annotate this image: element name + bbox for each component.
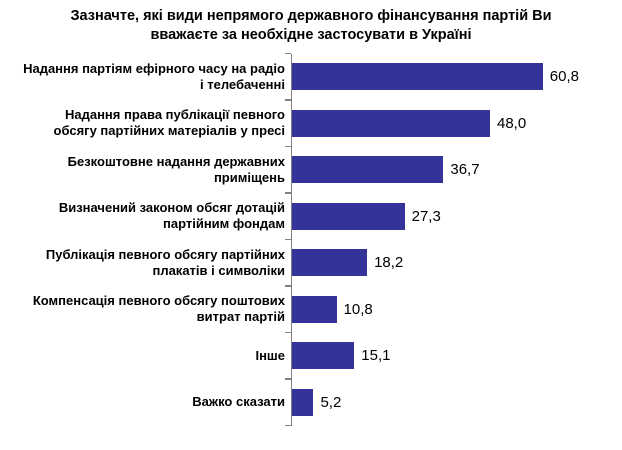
value-label: 36,7 [450,161,480,179]
plot-area: 18,2 [285,238,622,287]
bar [292,202,405,230]
bar [292,342,355,370]
value-label: 27,3 [411,207,441,225]
bar [292,109,490,137]
bar [292,249,368,277]
chart-row: Надання права публікації певного обсягу … [0,99,622,147]
category-label: Надання партіям ефірного часу на радіо і… [23,60,285,92]
chart-row: Надання партіям ефірного часу на радіо і… [0,52,622,101]
bar [292,295,337,323]
plot-area: 15,1 [285,331,622,380]
plot-area: 27,3 [285,192,622,240]
category-label: Визначений законом обсяг дотацій партійн… [58,200,285,232]
value-label: 10,8 [343,300,373,318]
value-label: 5,2 [320,393,342,411]
chart-title: Зазначте, які види непрямого державного … [70,8,552,43]
bar [292,63,543,91]
chart-row: Публікація певного обсягу партійних плак… [0,238,622,287]
bar [292,388,314,416]
chart-row: Безкоштовне надання державних приміщень 3… [0,145,622,194]
plot-area: 60,8 [285,52,622,101]
category-label: Безкоштовне надання державних приміщень [67,153,285,185]
category-label: Важко сказати [192,394,285,410]
plot-area: 10,8 [285,285,622,333]
value-label: 15,1 [361,347,391,365]
bar-chart: Надання партіям ефірного часу на радіо і… [0,52,622,426]
plot-area: 48,0 [285,99,622,147]
chart-row: Інше 15,1 [0,331,622,380]
value-label: 60,8 [549,68,579,86]
value-label: 48,0 [497,114,527,132]
value-label: 18,2 [374,254,404,272]
bar [292,156,444,184]
category-label: Публікація певного обсягу партійних плак… [45,246,285,278]
category-label: Надання права публікації певного обсягу … [53,107,285,139]
category-label: Компенсація певного обсягу поштових витр… [32,293,285,325]
chart-row: Визначений законом обсяг дотацій партійн… [0,192,622,240]
plot-area: 36,7 [285,145,622,194]
chart-row: Компенсація певного обсягу поштових витр… [0,285,622,333]
chart-row: Важко сказати 5,2 [0,378,622,426]
category-label: Інше [255,347,285,363]
plot-area: 5,2 [285,378,622,426]
